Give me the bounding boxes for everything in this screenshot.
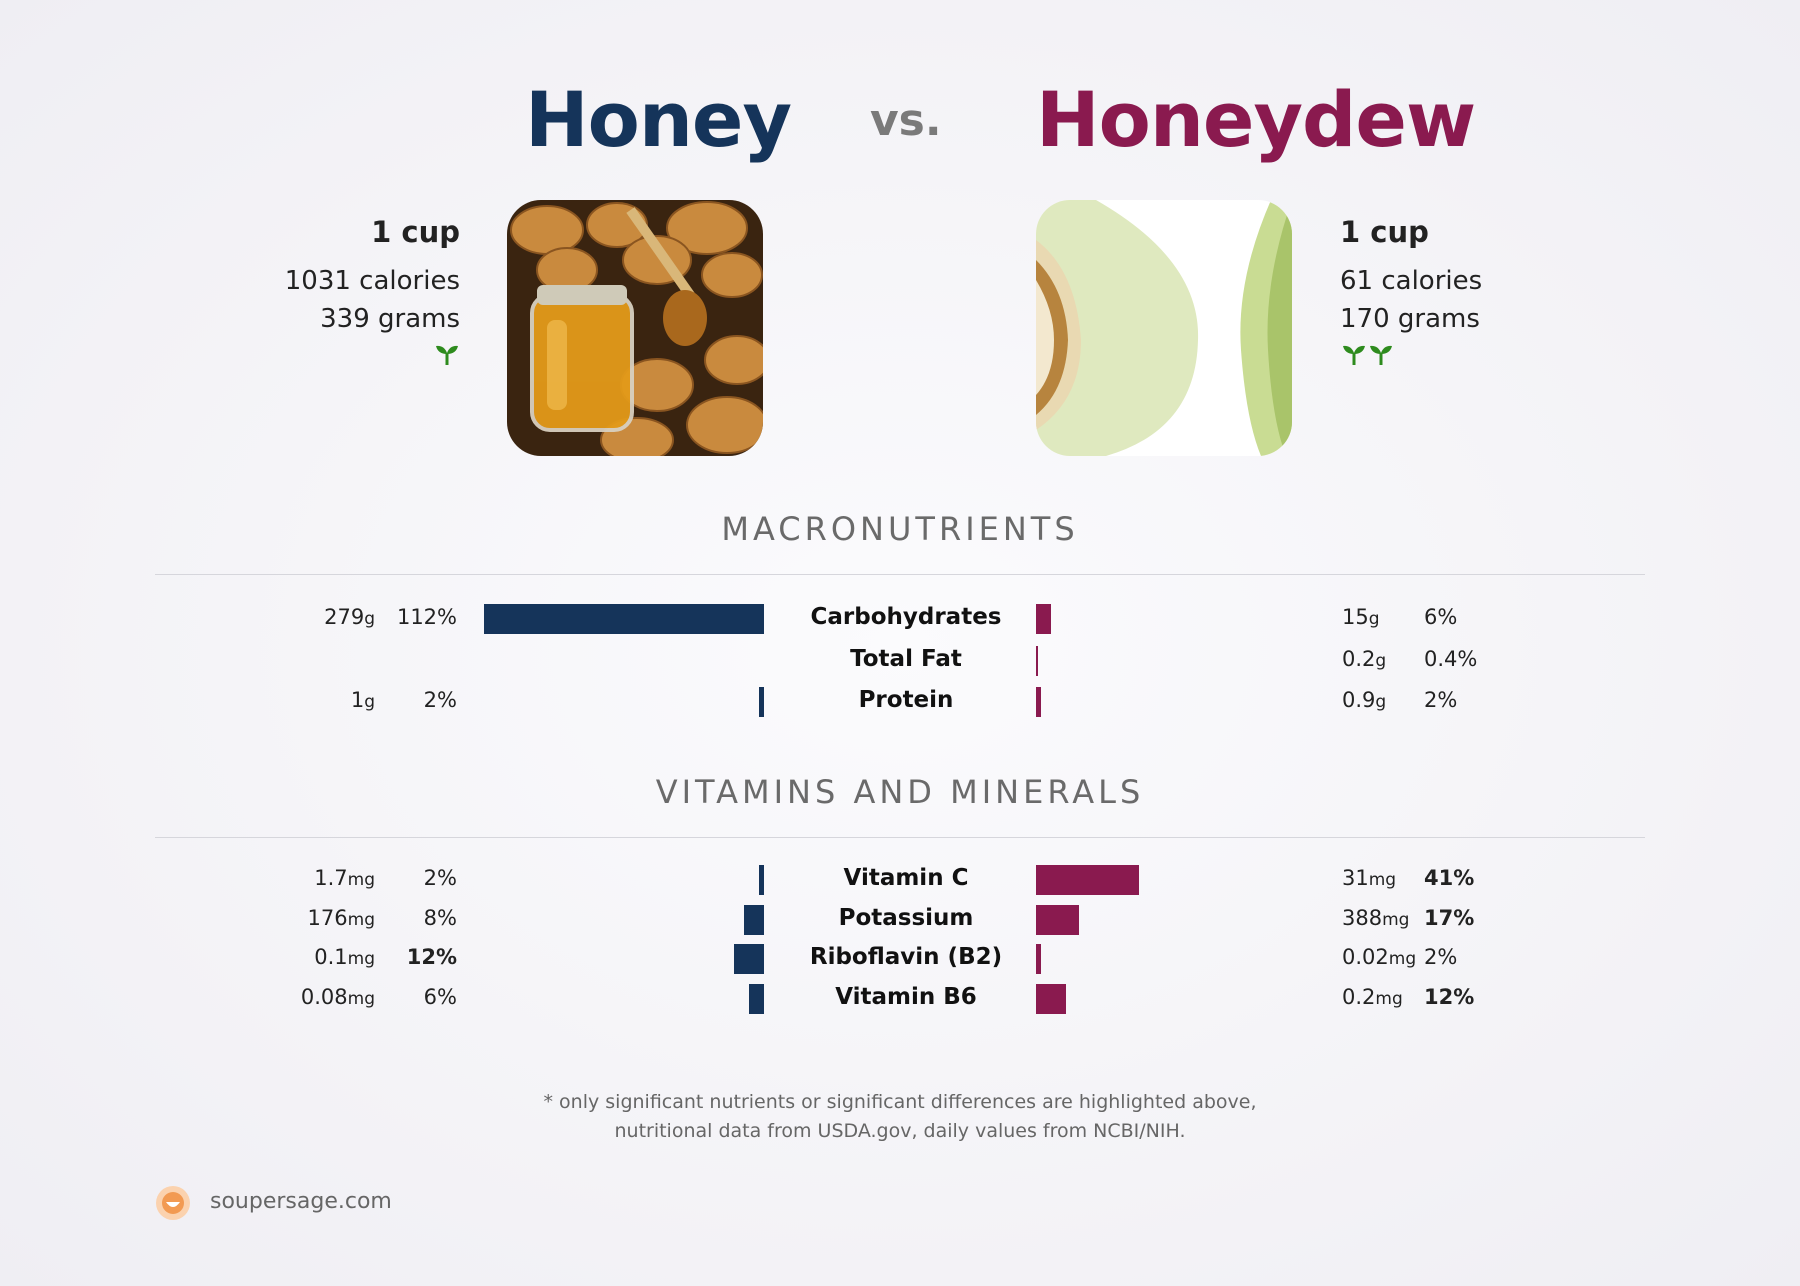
right-amount-protein: 0.9g (1342, 688, 1386, 712)
sprout-icon (1343, 345, 1365, 365)
right-amount-riboflavin-b2: 0.02mg (1342, 945, 1416, 969)
sprout-icon (436, 345, 458, 365)
right-pct-protein: 2% (1424, 688, 1458, 712)
right-amount-vitamin-b6: 0.2mg (1342, 985, 1403, 1009)
right-bar-riboflavin-b2 (1036, 944, 1041, 974)
right-amount-unit: mg (1375, 988, 1403, 1009)
right-grams: 170 grams (1340, 304, 1480, 334)
right-amount-unit: mg (1368, 870, 1397, 890)
left-bar-vitamin-c (759, 865, 764, 895)
sprout-icon (1370, 345, 1392, 365)
right-amount-unit: g (1375, 692, 1387, 712)
right-amount-unit: g (1368, 609, 1380, 629)
left-bar-potassium (744, 904, 764, 935)
right-amount-total-fat: 0.2g (1342, 647, 1386, 671)
right-amount-value: 31 (1342, 866, 1369, 890)
right-amount-unit: mg (1382, 909, 1410, 930)
left-amount-riboflavin-b2: 0.1mg (255, 945, 375, 969)
left-pct-vitamin-b6: 6% (423, 984, 457, 1009)
nutrient-label-potassium: Potassium (838, 904, 974, 931)
left-serving: 1 cup (371, 215, 460, 249)
left-amount-vitamin-b6: 0.08mg (255, 985, 375, 1009)
nutrient-label-vitamin-b6: Vitamin B6 (835, 983, 977, 1010)
macronutrients-heading: MACRONUTRIENTS (721, 510, 1079, 548)
left-food-title: Honey (525, 75, 792, 164)
left-amount-value: 0.08 (300, 984, 348, 1009)
left-pct-vitamin-c: 2% (423, 866, 457, 890)
left-bar-riboflavin-b2 (734, 944, 764, 974)
footnote-line-2: nutritional data from USDA.gov, daily va… (614, 1120, 1186, 1142)
footnote: * only significant nutrients or signific… (0, 1088, 1800, 1146)
left-amount-unit: g (364, 609, 375, 629)
left-amount-vitamin-c: 1.7mg (255, 866, 375, 890)
left-amount-value: 279 (324, 605, 365, 629)
left-calories: 1031 calories (284, 266, 460, 296)
right-bar-potassium (1036, 904, 1079, 935)
honeydew-photo (1036, 200, 1292, 456)
nutrient-label-protein: Protein (858, 687, 954, 713)
right-amount-unit: g (1375, 650, 1387, 671)
left-grams: 339 grams (320, 304, 460, 334)
right-amount-value: 15 (1342, 605, 1369, 629)
right-bar-total-fat (1036, 645, 1038, 676)
nutrient-label-riboflavin-b2: Riboflavin (B2) (809, 944, 1003, 970)
right-bar-carbohydrates (1036, 604, 1051, 634)
soupersage-logo-icon (155, 1185, 191, 1221)
right-calories: 61 calories (1340, 266, 1483, 296)
nutrient-label-vitamin-c: Vitamin C (843, 865, 969, 891)
right-bar-vitamin-c (1036, 865, 1139, 895)
right-pct-vitamin-b6: 12% (1424, 984, 1475, 1009)
left-sprout-rating (260, 342, 460, 368)
right-amount-value: 0.2 (1342, 646, 1376, 671)
right-amount-value: 0.2 (1342, 984, 1376, 1009)
right-amount-unit: mg (1388, 949, 1417, 969)
left-amount-carbohydrates: 279g (255, 605, 375, 629)
left-amount-unit: mg (347, 988, 375, 1009)
right-bar-vitamin-b6 (1036, 983, 1066, 1014)
left-amount-unit: mg (347, 949, 375, 969)
right-food-info: 1 cup 61 calories 170 grams (1340, 215, 1540, 368)
left-pct-protein: 2% (423, 688, 457, 712)
right-pct-potassium: 17% (1424, 905, 1475, 930)
left-food-info: 1 cup 1031 calories 339 grams (260, 215, 460, 368)
left-bar-carbohydrates (484, 604, 764, 634)
left-pct-potassium: 8% (423, 905, 457, 930)
honey-photo (507, 200, 763, 456)
left-amount-unit: g (364, 692, 375, 712)
right-food-title: Honeydew (1036, 75, 1476, 164)
vs-label: vs. (870, 95, 942, 146)
right-amount-potassium: 388mg (1342, 906, 1409, 930)
left-bar-protein (759, 687, 764, 717)
vitamins-divider (155, 837, 1645, 838)
macronutrients-divider (155, 574, 1645, 575)
left-amount-value: 1 (350, 688, 365, 712)
left-amount-potassium: 176mg (255, 906, 375, 930)
right-sprout-rating (1340, 342, 1540, 368)
right-pct-total-fat: 0.4% (1424, 646, 1478, 671)
left-pct-carbohydrates: 112% (396, 605, 457, 629)
right-pct-riboflavin-b2: 2% (1424, 945, 1458, 969)
right-amount-value: 0.02 (1342, 945, 1389, 969)
left-amount-protein: 1g (255, 688, 375, 712)
left-amount-unit: mg (347, 909, 375, 930)
nutrient-label-total-fat: Total Fat (850, 645, 962, 672)
footnote-line-1: * only significant nutrients or signific… (543, 1091, 1257, 1113)
right-amount-carbohydrates: 15g (1342, 605, 1380, 629)
right-pct-carbohydrates: 6% (1424, 605, 1458, 629)
left-amount-unit: mg (347, 870, 375, 890)
left-amount-value: 0.1 (314, 945, 348, 969)
left-pct-riboflavin-b2: 12% (406, 945, 457, 969)
left-amount-value: 1.7 (314, 866, 348, 890)
right-pct-vitamin-c: 41% (1424, 866, 1475, 890)
left-amount-value: 176 (307, 905, 348, 930)
right-amount-vitamin-c: 31mg (1342, 866, 1396, 890)
vitamins-heading: VITAMINS AND MINERALS (655, 773, 1145, 811)
site-link[interactable]: soupersage.com (210, 1189, 392, 1214)
right-amount-value: 388 (1342, 905, 1383, 930)
right-amount-value: 0.9 (1342, 688, 1376, 712)
right-serving: 1 cup (1340, 215, 1429, 249)
nutrient-label-carbohydrates: Carbohydrates (810, 604, 1002, 630)
right-bar-protein (1036, 687, 1041, 717)
left-bar-vitamin-b6 (749, 983, 764, 1014)
